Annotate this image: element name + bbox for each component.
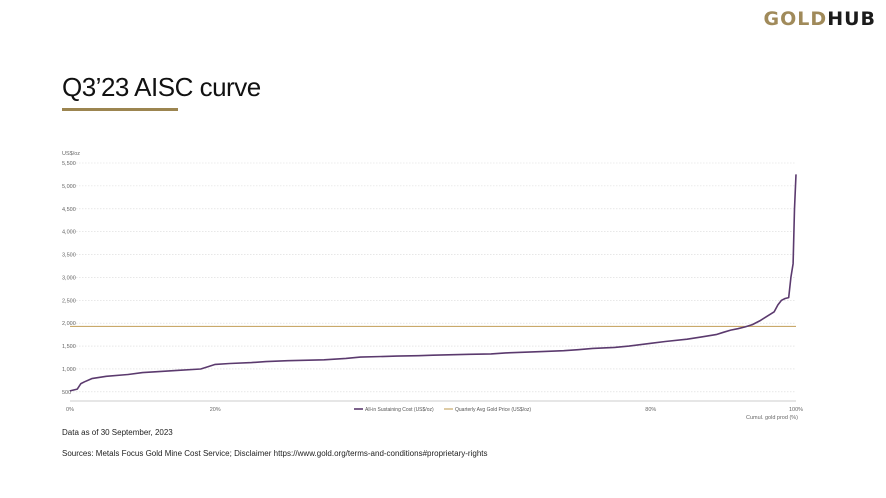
y-tick-label: 500 xyxy=(62,390,71,396)
y-tick-label: 2,000 xyxy=(62,321,76,327)
logo-hub-text: HUB xyxy=(827,8,876,30)
y-tick-label: 4,500 xyxy=(62,207,76,213)
page-title: Q3’23 AISC curve xyxy=(62,72,261,102)
y-tick-label: 3,500 xyxy=(62,253,76,259)
aisc-series-line xyxy=(69,174,797,392)
legend-label-aisc: All-in Sustaining Cost (US$/oz) xyxy=(365,407,434,413)
x-axis-label: Cumul. gold prod (%) xyxy=(746,415,798,421)
x-tick-label: 20% xyxy=(210,407,221,413)
data-date-note: Data as of 30 September, 2023 xyxy=(62,428,173,437)
y-tick-label: 2,500 xyxy=(62,298,76,304)
x-tick-label: 100% xyxy=(789,407,803,413)
y-tick-label: 5,500 xyxy=(62,161,76,167)
sources-note: Sources: Metals Focus Gold Mine Cost Ser… xyxy=(62,449,488,458)
legend-label-gold-price: Quarterly Avg Gold Price (US$/oz) xyxy=(455,407,531,413)
logo-gold-text: GOLD xyxy=(763,8,828,30)
aisc-chart: US$/oz 500 1,000 1,500 2,000 2,500 3,000 3,500 4… xyxy=(62,151,803,421)
y-tick-label: 1,000 xyxy=(62,367,76,373)
title-underline xyxy=(62,108,178,111)
y-tick-label: 1,500 xyxy=(62,344,76,350)
y-axis-label: US$/oz xyxy=(62,151,80,157)
y-tick-label: 3,000 xyxy=(62,275,76,281)
goldhub-logo[interactable]: GOLDHUB xyxy=(764,8,876,30)
y-tick-label: 5,000 xyxy=(62,184,76,190)
y-tick-label: 4,000 xyxy=(62,230,76,236)
x-tick-label: 80% xyxy=(645,407,656,413)
x-tick-label: 0% xyxy=(66,407,74,413)
